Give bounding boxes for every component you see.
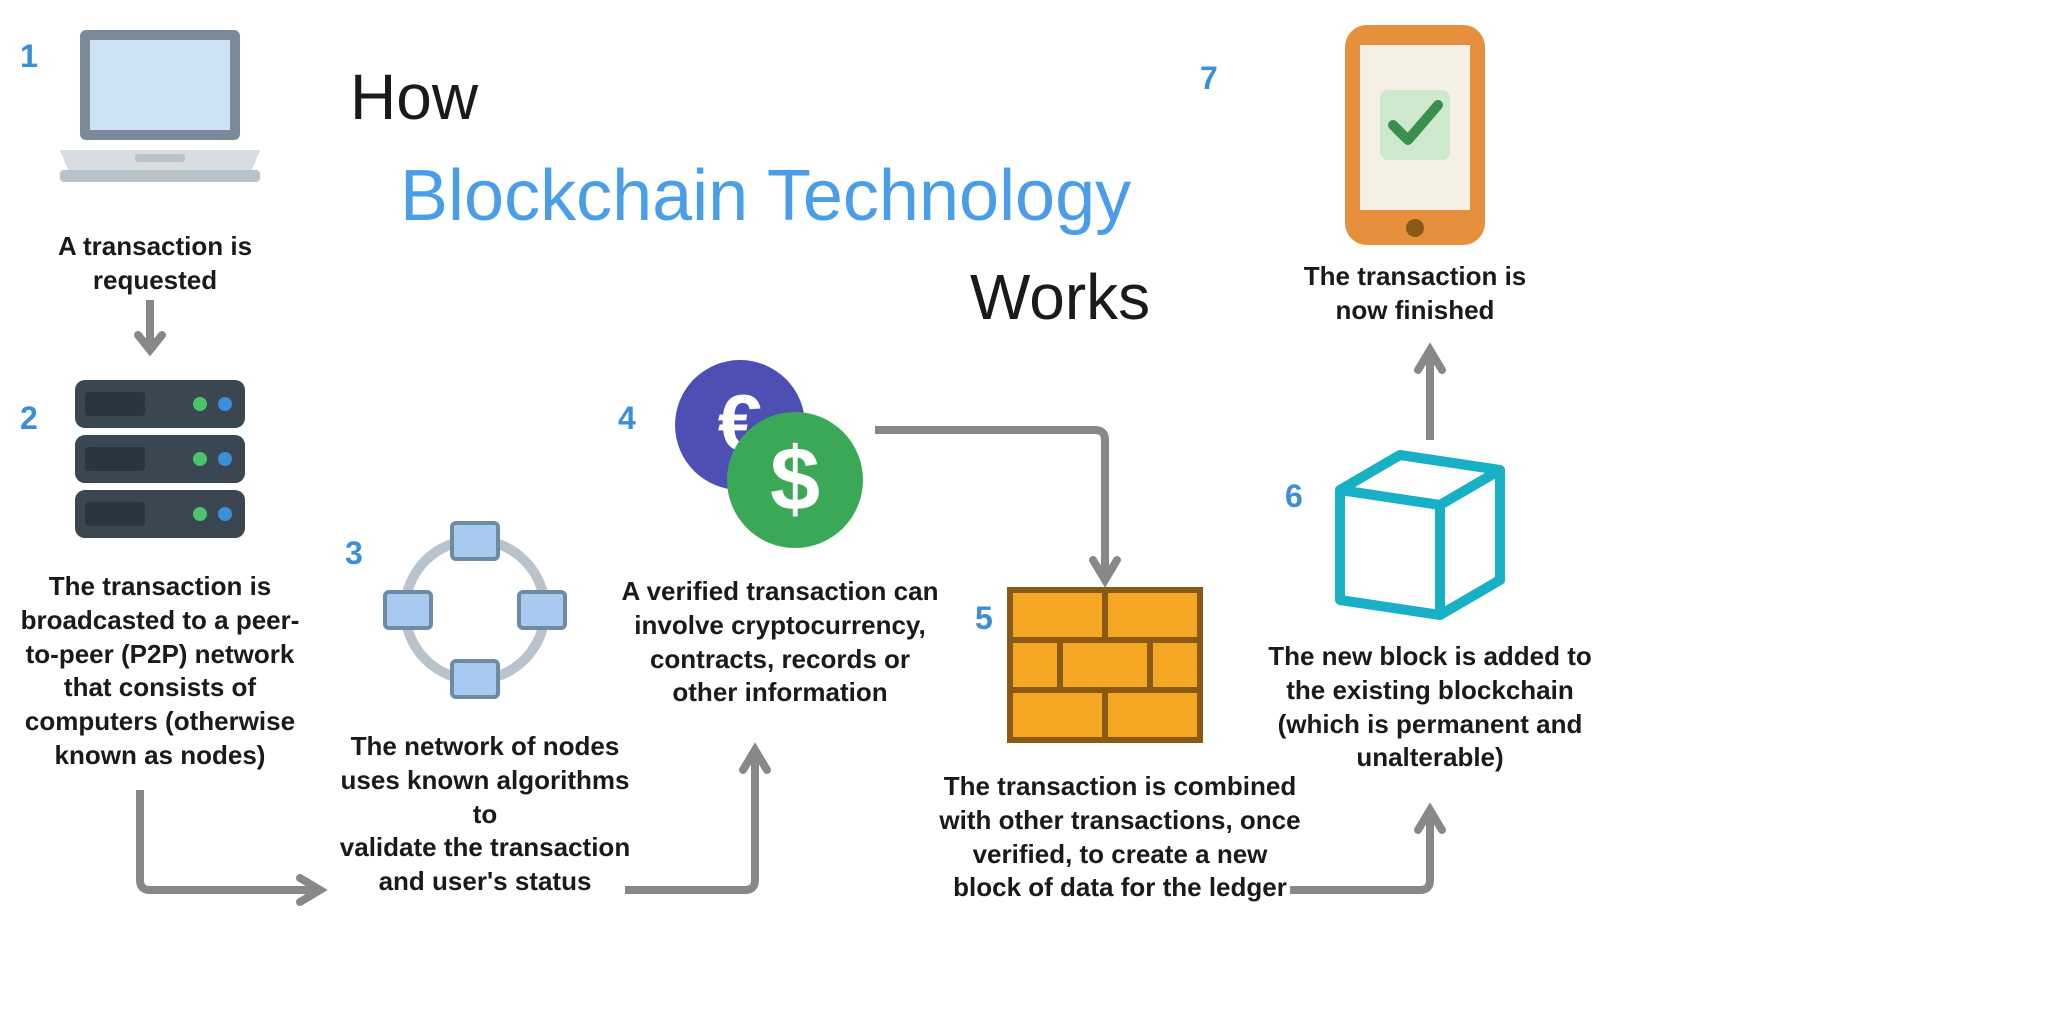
step-6-number: 6 <box>1285 478 1303 515</box>
title-main: Blockchain Technology <box>400 155 1131 237</box>
currency-icon: € $ <box>660 355 870 555</box>
step-3-text: The network of nodes uses known algorith… <box>325 730 645 899</box>
server-icon <box>65 370 255 550</box>
step-2-number: 2 <box>20 400 38 437</box>
step-1-number: 1 <box>20 38 38 75</box>
cube-icon <box>1320 440 1520 620</box>
arrow-1-2 <box>130 300 170 360</box>
step-1-text: A transaction is requested <box>40 230 270 298</box>
step-5-text: The transaction is combined with other t… <box>935 770 1305 905</box>
step-4-number: 4 <box>618 400 636 437</box>
arrow-4-5 <box>875 420 1135 600</box>
step-7-text: The transaction is now finished <box>1270 260 1560 328</box>
step-6-text: The new block is added to the existing b… <box>1260 640 1600 775</box>
svg-text:$: $ <box>770 430 820 530</box>
title-how: How <box>350 60 478 134</box>
laptop-icon <box>50 20 270 200</box>
phone-check-icon <box>1330 20 1500 250</box>
arrow-3-4 <box>625 730 785 910</box>
arrow-6-7 <box>1410 340 1450 440</box>
arrow-2-3 <box>120 790 340 910</box>
brick-wall-icon <box>1000 580 1210 750</box>
arrow-5-6 <box>1290 800 1460 920</box>
step-7-number: 7 <box>1200 60 1218 97</box>
title-works: Works <box>970 260 1150 334</box>
nodes-ring-icon <box>380 515 570 705</box>
step-3-number: 3 <box>345 535 363 572</box>
step-5-number: 5 <box>975 600 993 637</box>
step-2-text: The transaction is broadcasted to a peer… <box>10 570 310 773</box>
